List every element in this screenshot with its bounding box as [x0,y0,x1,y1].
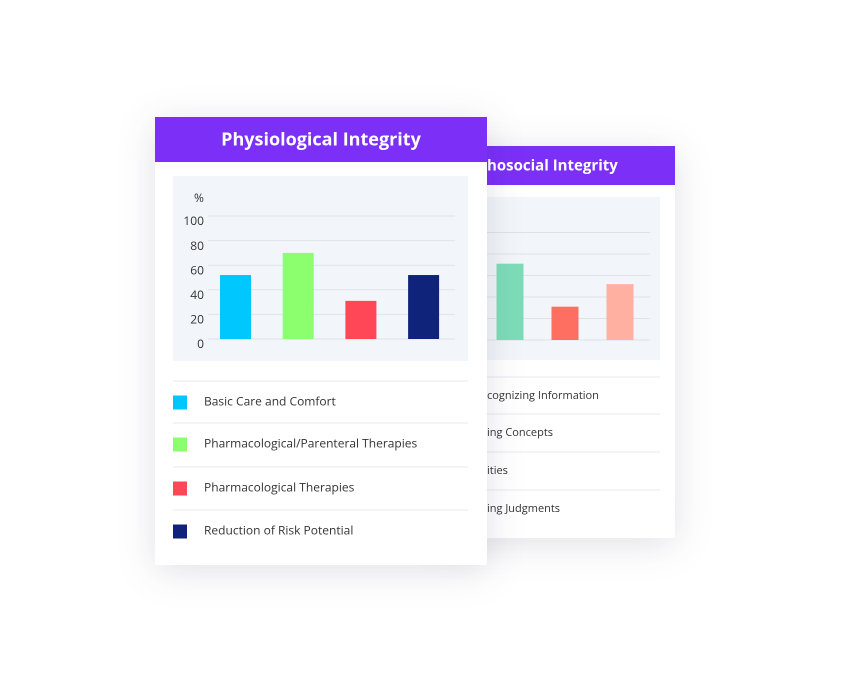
y-axis-label: % [194,189,204,206]
y-tick-label: 80 [190,237,204,254]
legend-label: ing Concepts [487,425,553,440]
legend-swatch [173,437,187,452]
y-tick-label: 20 [190,311,204,328]
legend-label: ing Judgments [487,501,560,516]
legend-swatch [173,524,187,539]
bar [408,275,440,339]
y-tick-label: 40 [190,286,204,303]
y-tick-label: 60 [190,261,204,278]
legend-label: cognizing Information [487,388,599,403]
card-title: Physiological Integrity [221,127,421,151]
bar [551,306,579,340]
y-tick-label: 100 [183,212,204,229]
legend-label: Pharmacological/Parenteral Therapies [204,435,418,452]
bar [606,284,634,340]
legend-label: Pharmacological Therapies [204,479,355,496]
card-title: hosocial Integrity [487,156,618,176]
bar [496,263,524,340]
bar [345,300,377,339]
legend-swatch [173,481,187,496]
card: Physiological Integrity% 0 20 40 60 80 100 Basi… [155,117,487,565]
bar [220,275,251,339]
legend-label: ities [487,463,508,478]
bar [282,252,314,339]
legend-label: Basic Care and Comfort [204,393,336,410]
legend-label: Reduction of Risk Potential [204,522,353,539]
legend-swatch [173,395,187,410]
card-header [155,117,487,162]
y-tick-label: 0 [197,335,204,352]
